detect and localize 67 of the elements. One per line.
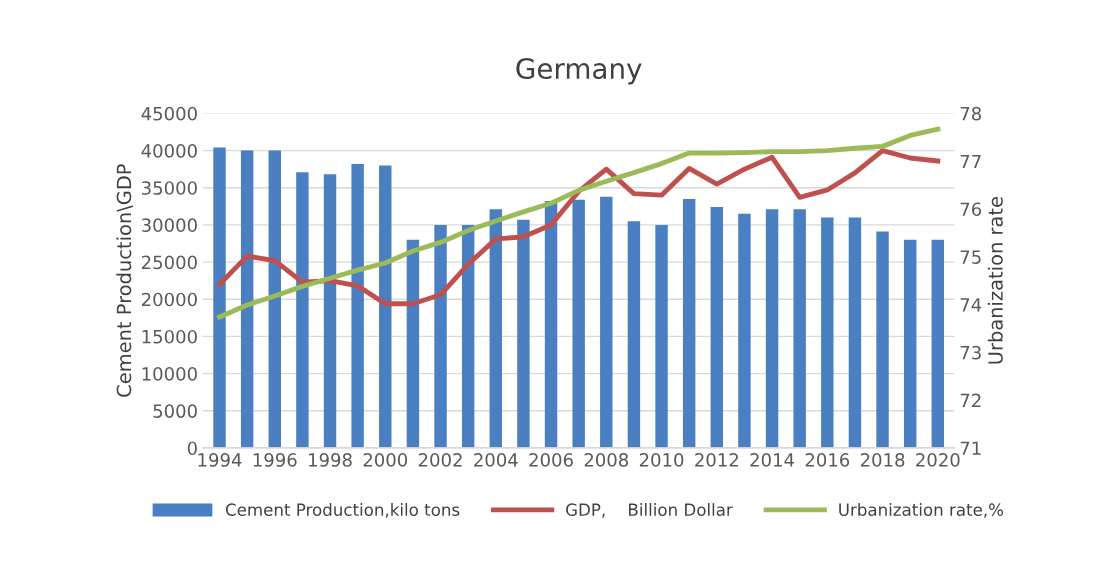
y2-tick-label: 74 <box>960 298 982 312</box>
x-tick-label: 2008 <box>584 453 629 467</box>
legend-label: Cement Production,kilo tons <box>225 503 460 518</box>
x-tick-label: 2020 <box>916 453 960 467</box>
x-tick-label: 1996 <box>253 453 297 467</box>
y2-tick-label: 77 <box>960 154 981 169</box>
bar <box>572 199 585 448</box>
bar <box>821 217 834 448</box>
x-tick-label: 2016 <box>805 453 850 467</box>
x-tick-label: 1998 <box>309 453 352 467</box>
bar <box>903 239 917 448</box>
y2-tick-label: 71 <box>960 441 981 455</box>
bar <box>627 221 641 448</box>
x-tick-label: 2006 <box>529 453 573 467</box>
bar <box>296 172 309 448</box>
bar <box>461 224 475 448</box>
legend-label: GDP, Billion Dollar <box>566 503 733 518</box>
bar <box>351 163 364 448</box>
bar <box>655 224 668 448</box>
x-tick-label: 2012 <box>695 453 738 467</box>
bar <box>793 209 806 448</box>
y-tick-label: 0 <box>187 441 197 456</box>
bar <box>489 209 502 448</box>
y-tick-label: 30000 <box>142 218 197 233</box>
bar <box>240 150 254 448</box>
bar <box>682 198 696 448</box>
bar <box>710 207 724 448</box>
chart-title: Germany <box>516 58 642 85</box>
bar <box>931 239 945 448</box>
y2-tick-label: 76 <box>960 202 982 217</box>
x-tick-label: 2004 <box>474 453 518 467</box>
x-tick-label: 2000 <box>363 453 408 467</box>
x-tick-label: 2002 <box>418 453 462 467</box>
bar <box>544 201 558 448</box>
y2-tick-label: 78 <box>960 106 981 121</box>
bar <box>848 217 862 448</box>
y-tick-label: 45000 <box>141 106 197 121</box>
y-tick-label: 25000 <box>141 255 197 270</box>
bar <box>434 224 447 448</box>
bar <box>876 231 889 448</box>
x-tick-label: 2010 <box>639 453 684 467</box>
y-tick-label: 5000 <box>153 404 197 418</box>
x-tick-label: 2014 <box>750 453 795 467</box>
bar <box>517 219 530 448</box>
x-tick-label: 1994 <box>198 453 242 467</box>
y2-tick-label: 75 <box>960 250 981 264</box>
y-tick-label: 20000 <box>141 292 197 307</box>
y-tick-label: 10000 <box>142 367 197 381</box>
bar <box>738 213 751 448</box>
bar <box>213 147 226 448</box>
y2-axis-title: Urbanization rate <box>987 197 1003 364</box>
bar <box>323 174 337 448</box>
y2-tick-label: 73 <box>960 345 981 360</box>
bar <box>765 209 779 448</box>
bar <box>268 150 281 448</box>
y-axis-title: Cement Production\GDP <box>116 164 133 397</box>
bar <box>406 239 420 448</box>
y-tick-label: 40000 <box>141 144 197 158</box>
y2-tick-label: 72 <box>960 393 981 407</box>
line-series <box>217 148 941 307</box>
y-tick-label: 15000 <box>142 329 197 344</box>
line-series <box>217 126 941 320</box>
legend-label: Urbanization rate,% <box>839 503 1004 518</box>
bar <box>379 165 392 448</box>
x-tick-label: 2018 <box>860 453 905 467</box>
bar <box>600 196 613 448</box>
y-tick-label: 35000 <box>142 181 197 195</box>
